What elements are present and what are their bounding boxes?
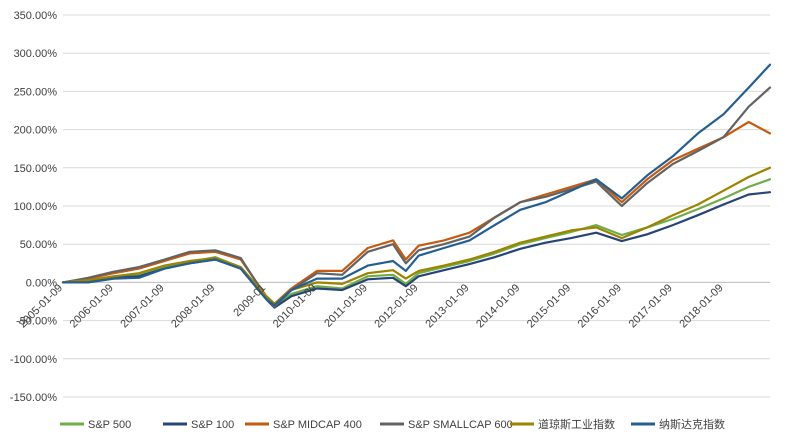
x-tick-label: 2009-01 — [231, 282, 268, 319]
y-tick-label: 0.00% — [26, 277, 57, 289]
x-tick-label: 2006-01-09 — [68, 282, 116, 330]
y-tick-label: 200.00% — [14, 125, 58, 137]
legend-label-3: S&P SMALLCAP 600 — [408, 419, 513, 431]
x-tick-label: 2016-01-09 — [576, 282, 624, 330]
x-tick-label: 2015-01-09 — [525, 282, 573, 330]
legend-label-1: S&P 100 — [191, 419, 234, 431]
y-tick-label: -100.00% — [10, 354, 57, 366]
legend-label-5: 纳斯达克指数 — [659, 417, 725, 431]
x-axis-tick-labels: 2005-01-09 2006-01-09 2007-01-09 2008-01-09… — [17, 282, 726, 330]
y-tick-label: 100.00% — [14, 201, 58, 213]
y-tick-label: 250.00% — [14, 86, 58, 98]
x-tick-label: 2008-01-09 — [169, 282, 217, 330]
x-tick-label: 2018-01-09 — [677, 282, 725, 330]
series-line-2 — [61, 120, 772, 305]
y-tick-label: 300.00% — [14, 48, 58, 60]
series-line-3 — [61, 86, 772, 308]
y-tick-label: 150.00% — [14, 163, 58, 175]
legend-label-2: S&P MIDCAP 400 — [273, 419, 362, 431]
x-tick-label: 2017-01-09 — [627, 282, 675, 330]
x-tick-label: 2013-01-09 — [423, 282, 471, 330]
legend-label-0: S&P 500 — [88, 419, 131, 431]
x-tick-label: 2014-01-09 — [474, 282, 522, 330]
series-lines — [61, 63, 772, 309]
series-line-5 — [61, 63, 772, 307]
x-tick-label: 2007-01-09 — [118, 282, 166, 330]
x-tick-label: 2012-01-09 — [372, 282, 420, 330]
legend-label-4: 道琼斯工业指数 — [538, 417, 615, 431]
legend: S&P 500 S&P 100 S&P MIDCAP 400 S&P SMALLCAP… — [60, 417, 725, 431]
gridlines — [63, 14, 770, 398]
y-tick-label: -50.00% — [16, 316, 57, 328]
y-tick-label: 50.00% — [20, 239, 58, 251]
y-tick-label: -150.00% — [10, 392, 57, 404]
y-tick-label: 350.00% — [14, 10, 58, 22]
y-axis-tick-labels: 350.00% 300.00% 250.00% 200.00% 150.00% 100.0… — [10, 10, 57, 404]
series-line-4 — [61, 166, 772, 305]
